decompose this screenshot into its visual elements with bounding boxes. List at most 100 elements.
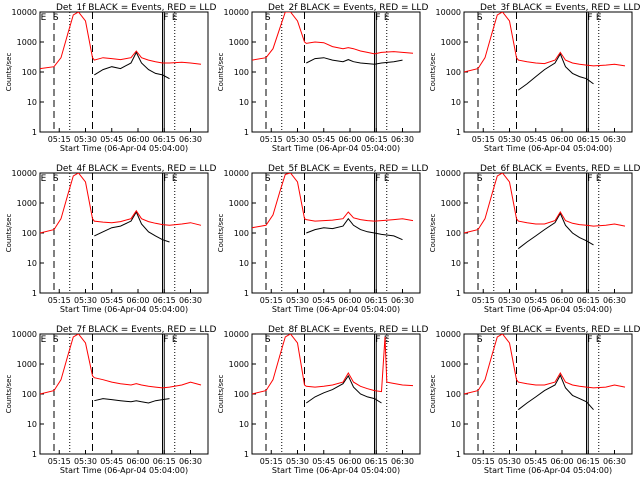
- event-marker-letter: E: [41, 335, 47, 345]
- plot-frame: [39, 11, 209, 133]
- chart-title: Det_1f BLACK = Events, RED = LLD: [56, 3, 216, 13]
- y-tick-label: 10: [451, 420, 461, 429]
- plot-frame: [251, 172, 421, 294]
- x-tick-label: 05:15: [472, 457, 495, 466]
- x-tick-label: 06:15: [153, 135, 176, 144]
- x-tick-label: 06:00: [126, 457, 149, 466]
- event-marker-letter: E: [41, 174, 47, 184]
- x-tick-label: 05:30: [74, 296, 97, 305]
- panel-2: Det_2f BLACK = Events, RED = LLD10000100…: [217, 3, 428, 153]
- event-marker-letter: F: [163, 335, 168, 345]
- y-tick-label: 10: [239, 420, 249, 429]
- panel-8: Det_8f BLACK = Events, RED = LLD10000100…: [217, 325, 428, 475]
- x-tick-label: 05:30: [498, 457, 521, 466]
- y-tick-label: 100: [446, 68, 461, 77]
- y-axis-label: Counts/sec: [5, 214, 13, 253]
- x-tick-label: 05:15: [260, 296, 283, 305]
- chart-title: Det_2f BLACK = Events, RED = LLD: [268, 3, 428, 13]
- y-tick-label: 1: [456, 128, 461, 137]
- event-marker-letter: S: [265, 13, 271, 23]
- event-marker-letter: S: [477, 174, 483, 184]
- event-marker-letter: E: [596, 335, 602, 345]
- x-tick-label: 05:15: [48, 135, 71, 144]
- x-tick-label: 05:45: [312, 296, 335, 305]
- series-lld: [40, 334, 202, 395]
- x-tick-label: 05:30: [74, 457, 97, 466]
- series-lld: [252, 334, 414, 395]
- y-tick-label: 10000: [12, 330, 37, 339]
- x-tick-label: 06:30: [391, 135, 414, 144]
- y-tick-label: 10: [27, 98, 37, 107]
- x-tick-label: 05:45: [312, 457, 335, 466]
- series-events: [517, 374, 594, 411]
- y-tick-label: 1: [244, 289, 249, 298]
- panel-1: Det_1f BLACK = Events, RED = LLD10000100…: [5, 3, 216, 153]
- event-marker-letter: E: [172, 13, 178, 23]
- x-tick-label: 05:15: [260, 135, 283, 144]
- series-events: [306, 374, 382, 404]
- y-tick-label: 10000: [224, 330, 249, 339]
- plot-frame: [463, 333, 633, 455]
- y-tick-label: 10: [451, 98, 461, 107]
- y-tick-label: 1000: [229, 360, 249, 369]
- x-tick-label: 06:15: [153, 296, 176, 305]
- event-marker-letter: F: [163, 13, 168, 23]
- series-lld: [464, 12, 626, 73]
- series-events: [518, 52, 594, 91]
- event-marker-letter: F: [587, 174, 592, 184]
- event-marker-letter: S: [477, 13, 483, 23]
- x-tick-label: 06:30: [603, 296, 626, 305]
- y-axis-label: Counts/sec: [429, 214, 437, 253]
- y-axis-label: Counts/sec: [217, 214, 225, 253]
- event-marker-letter: S: [53, 13, 59, 23]
- y-tick-label: 100: [446, 390, 461, 399]
- x-tick-label: 06:30: [391, 296, 414, 305]
- event-marker-letter: E: [41, 13, 47, 23]
- y-tick-label: 1000: [17, 38, 37, 47]
- y-axis-label: Counts/sec: [5, 375, 13, 414]
- event-marker-letter: E: [172, 174, 178, 184]
- chart-title: Det_8f BLACK = Events, RED = LLD: [268, 325, 428, 335]
- y-tick-label: 1: [456, 289, 461, 298]
- y-tick-label: 1: [32, 450, 37, 459]
- plot-frame: [463, 11, 633, 133]
- x-tick-label: 05:15: [260, 457, 283, 466]
- event-marker-letter: S: [265, 174, 271, 184]
- event-marker-letter: F: [587, 335, 592, 345]
- chart-title: Det_4f BLACK = Events, RED = LLD: [56, 164, 216, 174]
- x-tick-label: 06:30: [179, 135, 202, 144]
- x-tick-label: 06:00: [126, 296, 149, 305]
- event-marker-letter: E: [384, 13, 390, 23]
- chart-title: Det_6f BLACK = Events, RED = LLD: [480, 164, 640, 174]
- x-tick-label: 06:00: [338, 135, 361, 144]
- y-tick-label: 10000: [436, 8, 461, 17]
- event-marker-letter: F: [375, 13, 380, 23]
- event-marker-letter: E: [384, 335, 390, 345]
- event-marker-letter: F: [587, 13, 592, 23]
- y-tick-label: 1000: [441, 38, 461, 47]
- y-tick-label: 10: [239, 259, 249, 268]
- y-tick-label: 10: [27, 420, 37, 429]
- panel-3: Det_3f BLACK = Events, RED = LLD10000100…: [429, 3, 640, 153]
- event-marker-letter: E: [172, 335, 178, 345]
- y-tick-label: 1: [456, 450, 461, 459]
- plot-frame: [463, 172, 633, 294]
- y-axis-label: Counts/sec: [217, 375, 225, 414]
- y-tick-label: 1000: [229, 199, 249, 208]
- event-marker-letter: S: [53, 335, 59, 345]
- series-events: [94, 398, 170, 404]
- y-tick-label: 100: [234, 229, 249, 238]
- y-axis-label: Counts/sec: [217, 53, 225, 92]
- y-tick-label: 10000: [436, 169, 461, 178]
- x-tick-label: 06:00: [550, 135, 573, 144]
- y-tick-label: 1000: [441, 199, 461, 208]
- event-marker-letter: E: [596, 174, 602, 184]
- series-lld: [40, 173, 202, 234]
- x-tick-label: 06:15: [577, 135, 600, 144]
- x-tick-label: 05:30: [286, 135, 309, 144]
- y-tick-label: 1000: [17, 360, 37, 369]
- x-tick-label: 05:15: [472, 135, 495, 144]
- y-tick-label: 100: [446, 229, 461, 238]
- event-marker-letter: E: [596, 13, 602, 23]
